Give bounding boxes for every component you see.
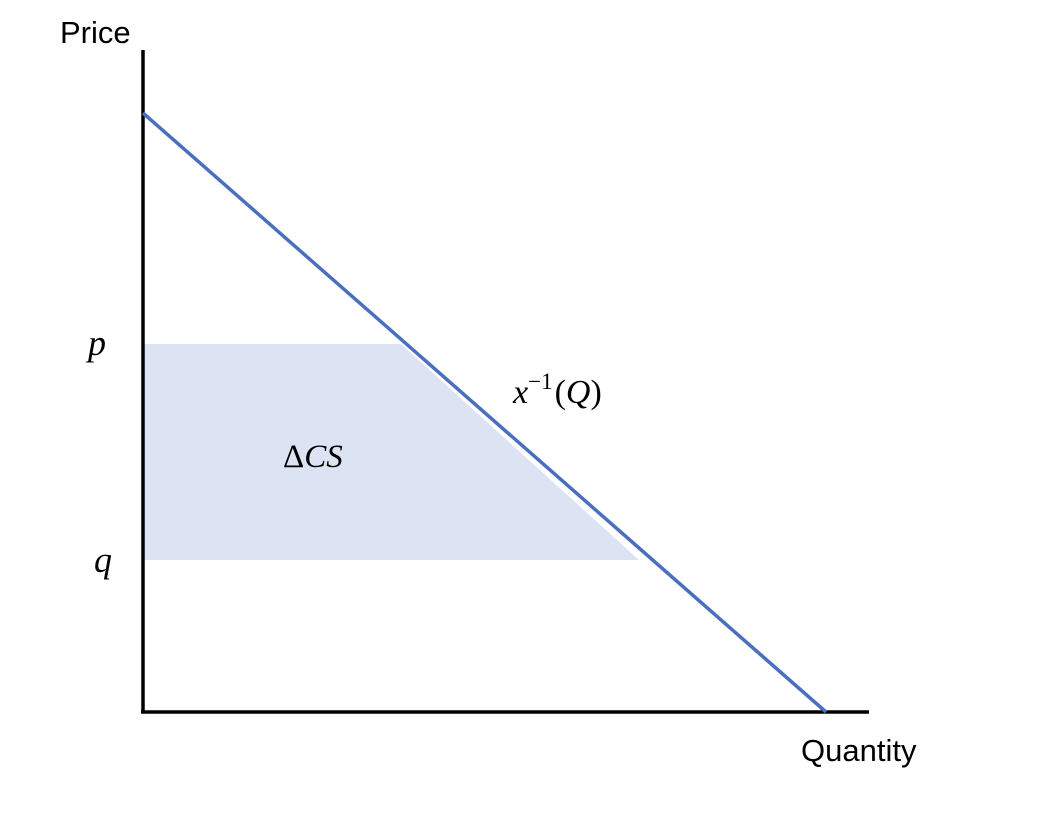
curve-label-superscript: −1 bbox=[528, 369, 552, 394]
area-label-delta: Δ bbox=[283, 439, 304, 475]
curve-label-arg: Q bbox=[566, 374, 591, 411]
inverse-demand-curve bbox=[141, 111, 828, 714]
curve-label-open-paren: ( bbox=[555, 374, 566, 411]
curve-label-base: x bbox=[512, 374, 528, 411]
curve-label: x−1(Q) bbox=[512, 369, 602, 411]
x-axis-title: Quantity bbox=[801, 733, 917, 768]
area-label: ΔCS bbox=[283, 439, 343, 475]
y-axis-title: Price bbox=[60, 15, 131, 50]
curve-label-close-paren: ) bbox=[590, 374, 601, 411]
area-label-text: CS bbox=[304, 439, 343, 475]
tick-label-p: p bbox=[85, 323, 106, 363]
tick-label-q: q bbox=[94, 540, 112, 580]
consumer-surplus-area bbox=[143, 344, 639, 560]
